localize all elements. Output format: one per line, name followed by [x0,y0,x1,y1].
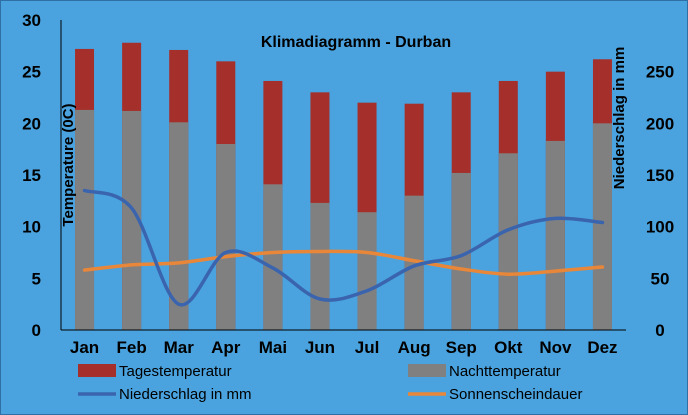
left-axis-title: Temperature (0C) [60,103,77,226]
x-tick-jun: Jun [305,338,335,357]
line-niederschlag [82,188,605,307]
x-tick-aug: Aug [398,338,431,357]
legend-swatch-nachttemperatur [408,364,446,377]
bar-layer [75,42,612,331]
left-tick-label: 20 [22,114,41,133]
left-axis-ticks: 0 5 10 15 20 25 30 [22,11,41,340]
x-tick-dez: Dez [587,338,617,357]
legend: Tagestemperatur Nachttemperatur Niederschl… [78,363,582,403]
left-tick-label: 5 [32,269,41,288]
left-tick-label: 30 [22,11,41,30]
right-tick-label: 200 [646,114,674,133]
x-axis-ticks: Jan Feb Mar Apr Mai Jun Jul Aug Sep Okt Nov Dez [70,338,618,357]
right-tick-label: 100 [646,218,674,237]
bar-nachttemperatur-dez [592,123,612,330]
bar-nachttemperatur-feb [122,110,142,330]
x-tick-mai: Mai [259,338,287,357]
legend-label-niederschlag-in-mm: Niederschlag in mm [119,386,252,403]
bar-nachttemperatur-apr [216,144,236,330]
right-tick-label: 0 [655,321,664,340]
legend-label-nachttemperatur: Nachttemperatur [449,363,561,380]
legend-label-tagestemperatur: Tagestemperatur [119,363,232,380]
x-tick-mar: Mar [164,338,195,357]
x-tick-sep: Sep [446,338,477,357]
right-tick-label: 250 [646,63,674,82]
right-tick-label: 50 [651,269,670,288]
x-tick-apr: Apr [211,338,241,357]
legend-label-sonnenscheindauer: Sonnenscheindauer [449,386,582,403]
left-tick-label: 10 [22,218,41,237]
x-tick-nov: Nov [539,338,572,357]
left-tick-label: 15 [22,166,41,185]
chart-title: Klimadiagramm - Durban [261,34,451,51]
x-tick-okt: Okt [494,338,523,357]
x-tick-feb: Feb [117,338,147,357]
bar-nachttemperatur-jan [75,109,95,331]
x-tick-jul: Jul [355,338,380,357]
left-tick-label: 0 [32,321,41,340]
right-axis-ticks: 0 50 100 150 200 250 [646,63,674,340]
right-tick-label: 150 [646,166,674,185]
bar-nachttemperatur-mar [169,122,189,330]
bar-nachttemperatur-jun [310,202,330,330]
bar-nachttemperatur-mai [263,184,283,330]
bar-nachttemperatur-jul [357,212,377,330]
bar-nachttemperatur-okt [498,153,518,330]
left-tick-label: 25 [22,63,41,82]
bar-nachttemperatur-nov [545,140,565,330]
x-tick-jan: Jan [70,338,99,357]
legend-swatch-tagestemperatur [78,364,116,377]
plot-area [61,20,626,330]
bar-nachttemperatur-aug [404,195,424,330]
right-axis-title: Niederschlag in mm [611,47,628,190]
bar-nachttemperatur-sep [451,172,471,330]
line-sonnenscheindauer [82,249,605,276]
line-layer [60,20,626,331]
